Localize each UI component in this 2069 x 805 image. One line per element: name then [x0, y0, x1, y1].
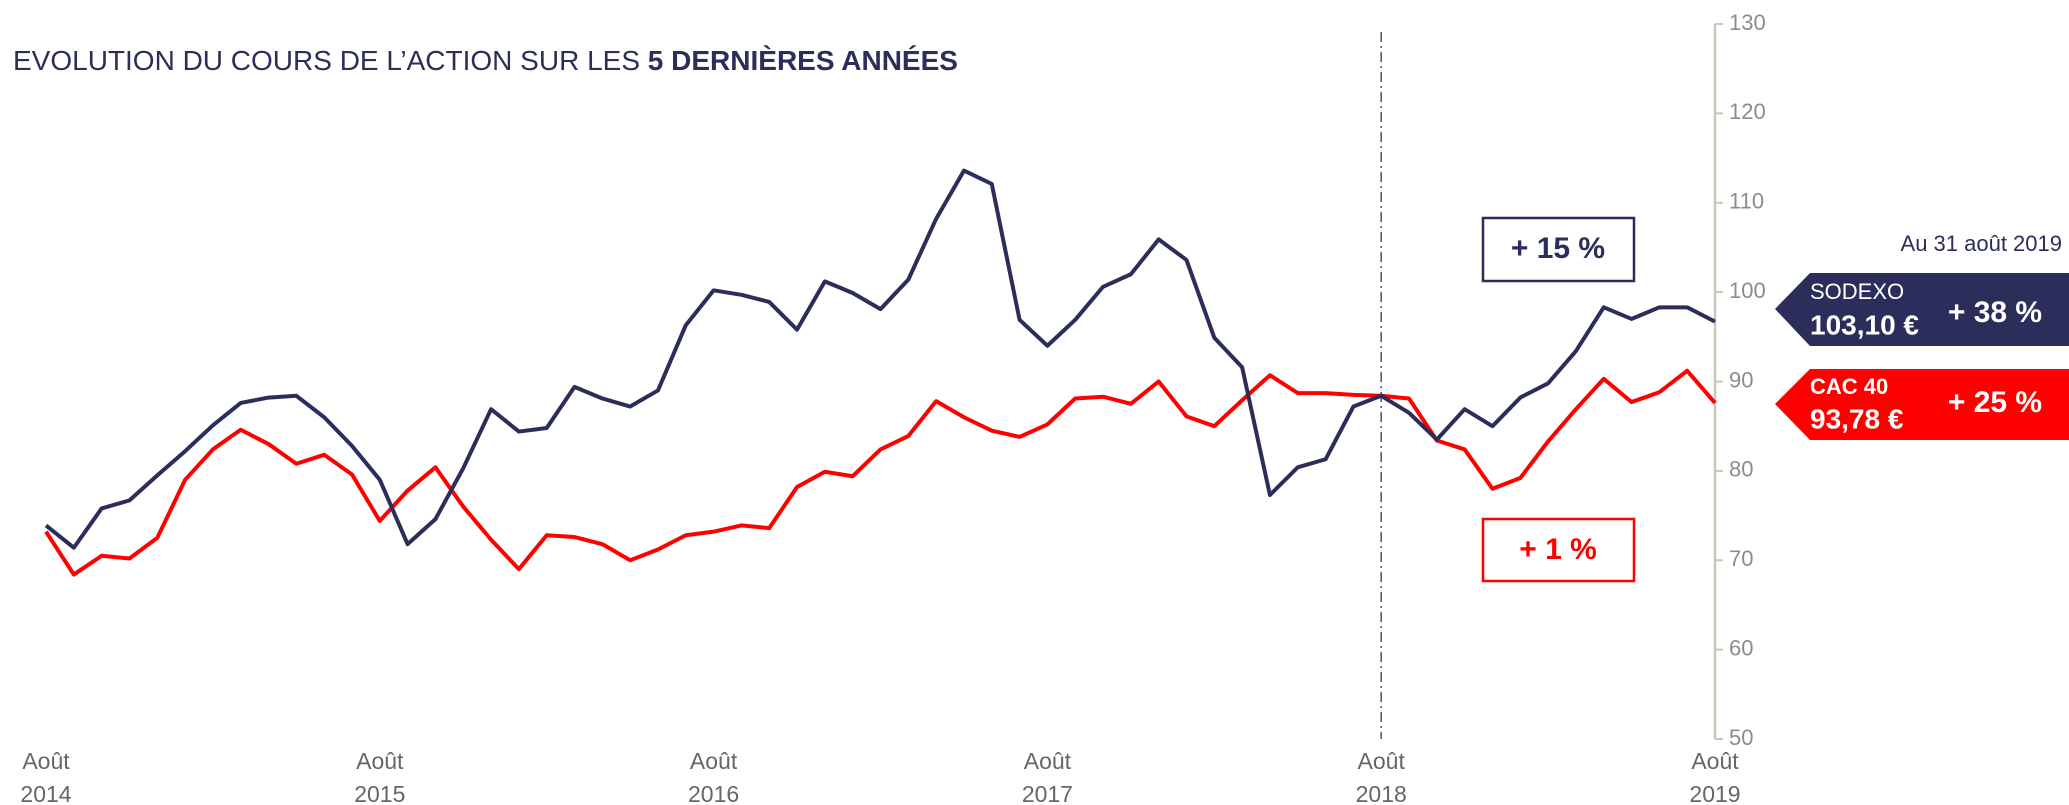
chart-title: EVOLUTION DU COURS DE L’ACTION SUR LES 5… [13, 45, 958, 76]
price-label: 103,10 € [1810, 309, 1919, 340]
as-of-label: Au 31 août 2019 [1901, 231, 2062, 256]
x-tick-label: Août 2014 [20, 748, 71, 805]
series-line [44, 168, 1716, 550]
annotation: + 1 % [1519, 533, 1597, 566]
y-tick-label: 100 [1729, 278, 1766, 303]
legend-label: SODEXO [1810, 279, 1904, 304]
title-bold: 5 DERNIÈRES ANNÉES [648, 45, 958, 76]
change-label: + 25 % [1948, 386, 2042, 419]
x-tick-label: Août 2018 [1356, 748, 1407, 805]
series-line [44, 368, 1717, 577]
y-tick-label: 50 [1729, 725, 1753, 750]
sodexo-tag [1775, 273, 2069, 346]
y-tick-label: 60 [1729, 635, 1753, 660]
annotation-box [1481, 517, 1636, 583]
x-tick-label: Août 2017 [1022, 748, 1073, 805]
x-tick-label: Août 2019 [1689, 748, 1740, 805]
title-normal: EVOLUTION DU COURS DE L’ACTION SUR LES [13, 45, 648, 76]
annotation: + 15 % [1511, 232, 1605, 265]
y-tick-label: 120 [1729, 99, 1766, 124]
legend-label: CAC 40 [1810, 374, 1888, 399]
y-tick-label: 80 [1729, 457, 1753, 482]
y-tick-label: 110 [1729, 189, 1764, 214]
y-tick-label: 130 [1729, 10, 1766, 35]
y-tick-label: 70 [1729, 546, 1753, 571]
price-label: 93,78 € [1810, 403, 1904, 434]
x-tick-label: Août 2016 [688, 748, 739, 805]
y-tick-label: 90 [1729, 367, 1753, 392]
x-tick-label: Août 2015 [354, 748, 405, 805]
change-label: + 38 % [1948, 296, 2042, 329]
cac-tag [1775, 369, 2069, 440]
annotation-box [1481, 216, 1636, 283]
